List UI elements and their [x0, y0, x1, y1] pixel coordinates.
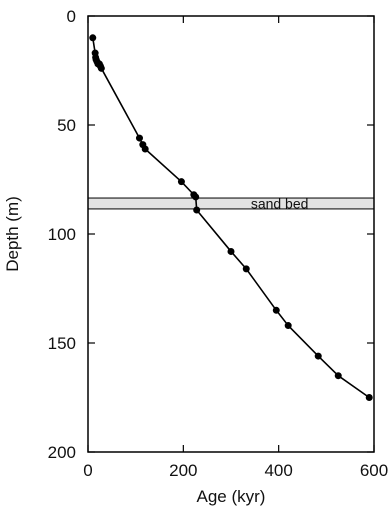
data-point: [97, 64, 105, 72]
x-tick-label: 400: [264, 461, 292, 480]
data-point: [284, 322, 292, 330]
x-axis-label: Age (kyr): [197, 487, 266, 506]
data-point: [242, 265, 250, 273]
y-tick-label: 200: [48, 443, 76, 462]
tick-layer: 0 200 400 600 0 50 100 150 200: [48, 7, 389, 480]
data-point: [177, 178, 185, 186]
plot-frame: [87, 15, 375, 453]
y-tick-label: 100: [48, 225, 76, 244]
sand-bed-band: [87, 197, 375, 210]
data-point: [314, 352, 322, 360]
data-point: [135, 134, 143, 142]
y-tick-label: 50: [57, 116, 76, 135]
series-line: [91, 37, 370, 399]
x-tick-label: 200: [169, 461, 197, 480]
y-axis-label: Depth (m): [3, 196, 22, 272]
y-tick-label: 150: [48, 334, 76, 353]
annotation-layer: sand bed: [87, 195, 375, 211]
data-point: [272, 306, 280, 314]
data-point: [365, 394, 373, 401]
x-tick-label: 0: [83, 461, 92, 480]
data-point: [334, 372, 342, 380]
data-point: [193, 206, 201, 214]
data-point: [227, 247, 235, 255]
x-tick-label: 600: [360, 461, 388, 480]
data-point: [141, 145, 149, 153]
series-layer: [89, 34, 373, 401]
data-point: [192, 193, 200, 201]
sand-bed-label: sand bed: [251, 195, 309, 211]
y-tick-label: 0: [67, 7, 76, 26]
data-point: [89, 34, 97, 42]
